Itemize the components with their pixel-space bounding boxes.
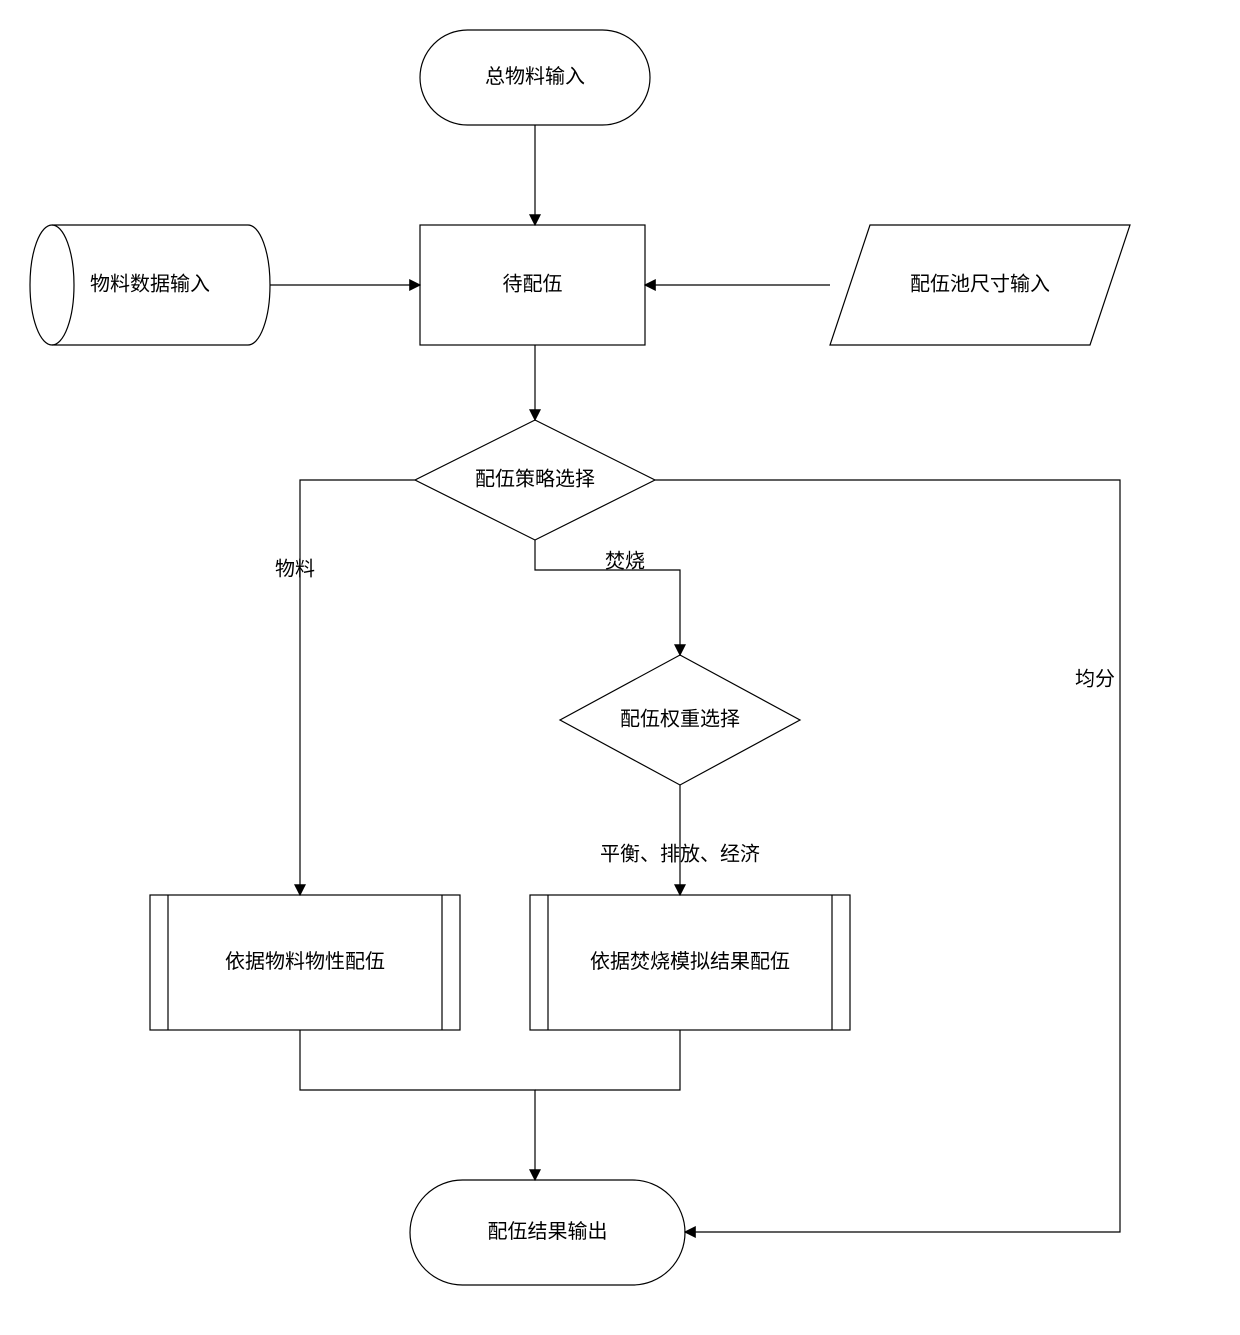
node-matProc-label: 依据物料物性配伍 — [225, 950, 385, 973]
edge-4 — [300, 480, 415, 895]
node-start-label: 总物料输入 — [485, 65, 585, 88]
edge-4-label: 物料 — [275, 557, 315, 580]
edge-6-label: 均分 — [1075, 667, 1115, 690]
edge-5-label: 焚烧 — [605, 549, 645, 572]
edge-7-label: 平衡、排放、经济 — [600, 842, 760, 865]
node-dbInput-label: 物料数据输入 — [90, 272, 210, 295]
node-strategy-label: 配伍策略选择 — [475, 467, 595, 490]
edge-9 — [535, 1030, 680, 1090]
edge-8 — [300, 1030, 535, 1180]
node-simProc-label: 依据焚烧模拟结果配伍 — [590, 950, 790, 973]
node-sizeIn-label: 配伍池尺寸输入 — [910, 272, 1050, 295]
node-output-label: 配伍结果输出 — [488, 1220, 608, 1243]
node-pending-label: 待配伍 — [503, 272, 563, 295]
flowchart-canvas: 总物料输入物料数据输入 待配伍 配伍池尺寸输入配伍策略选择配伍权重选择依据物料物性配… — [0, 0, 1240, 1335]
node-weight-label: 配伍权重选择 — [620, 707, 740, 730]
